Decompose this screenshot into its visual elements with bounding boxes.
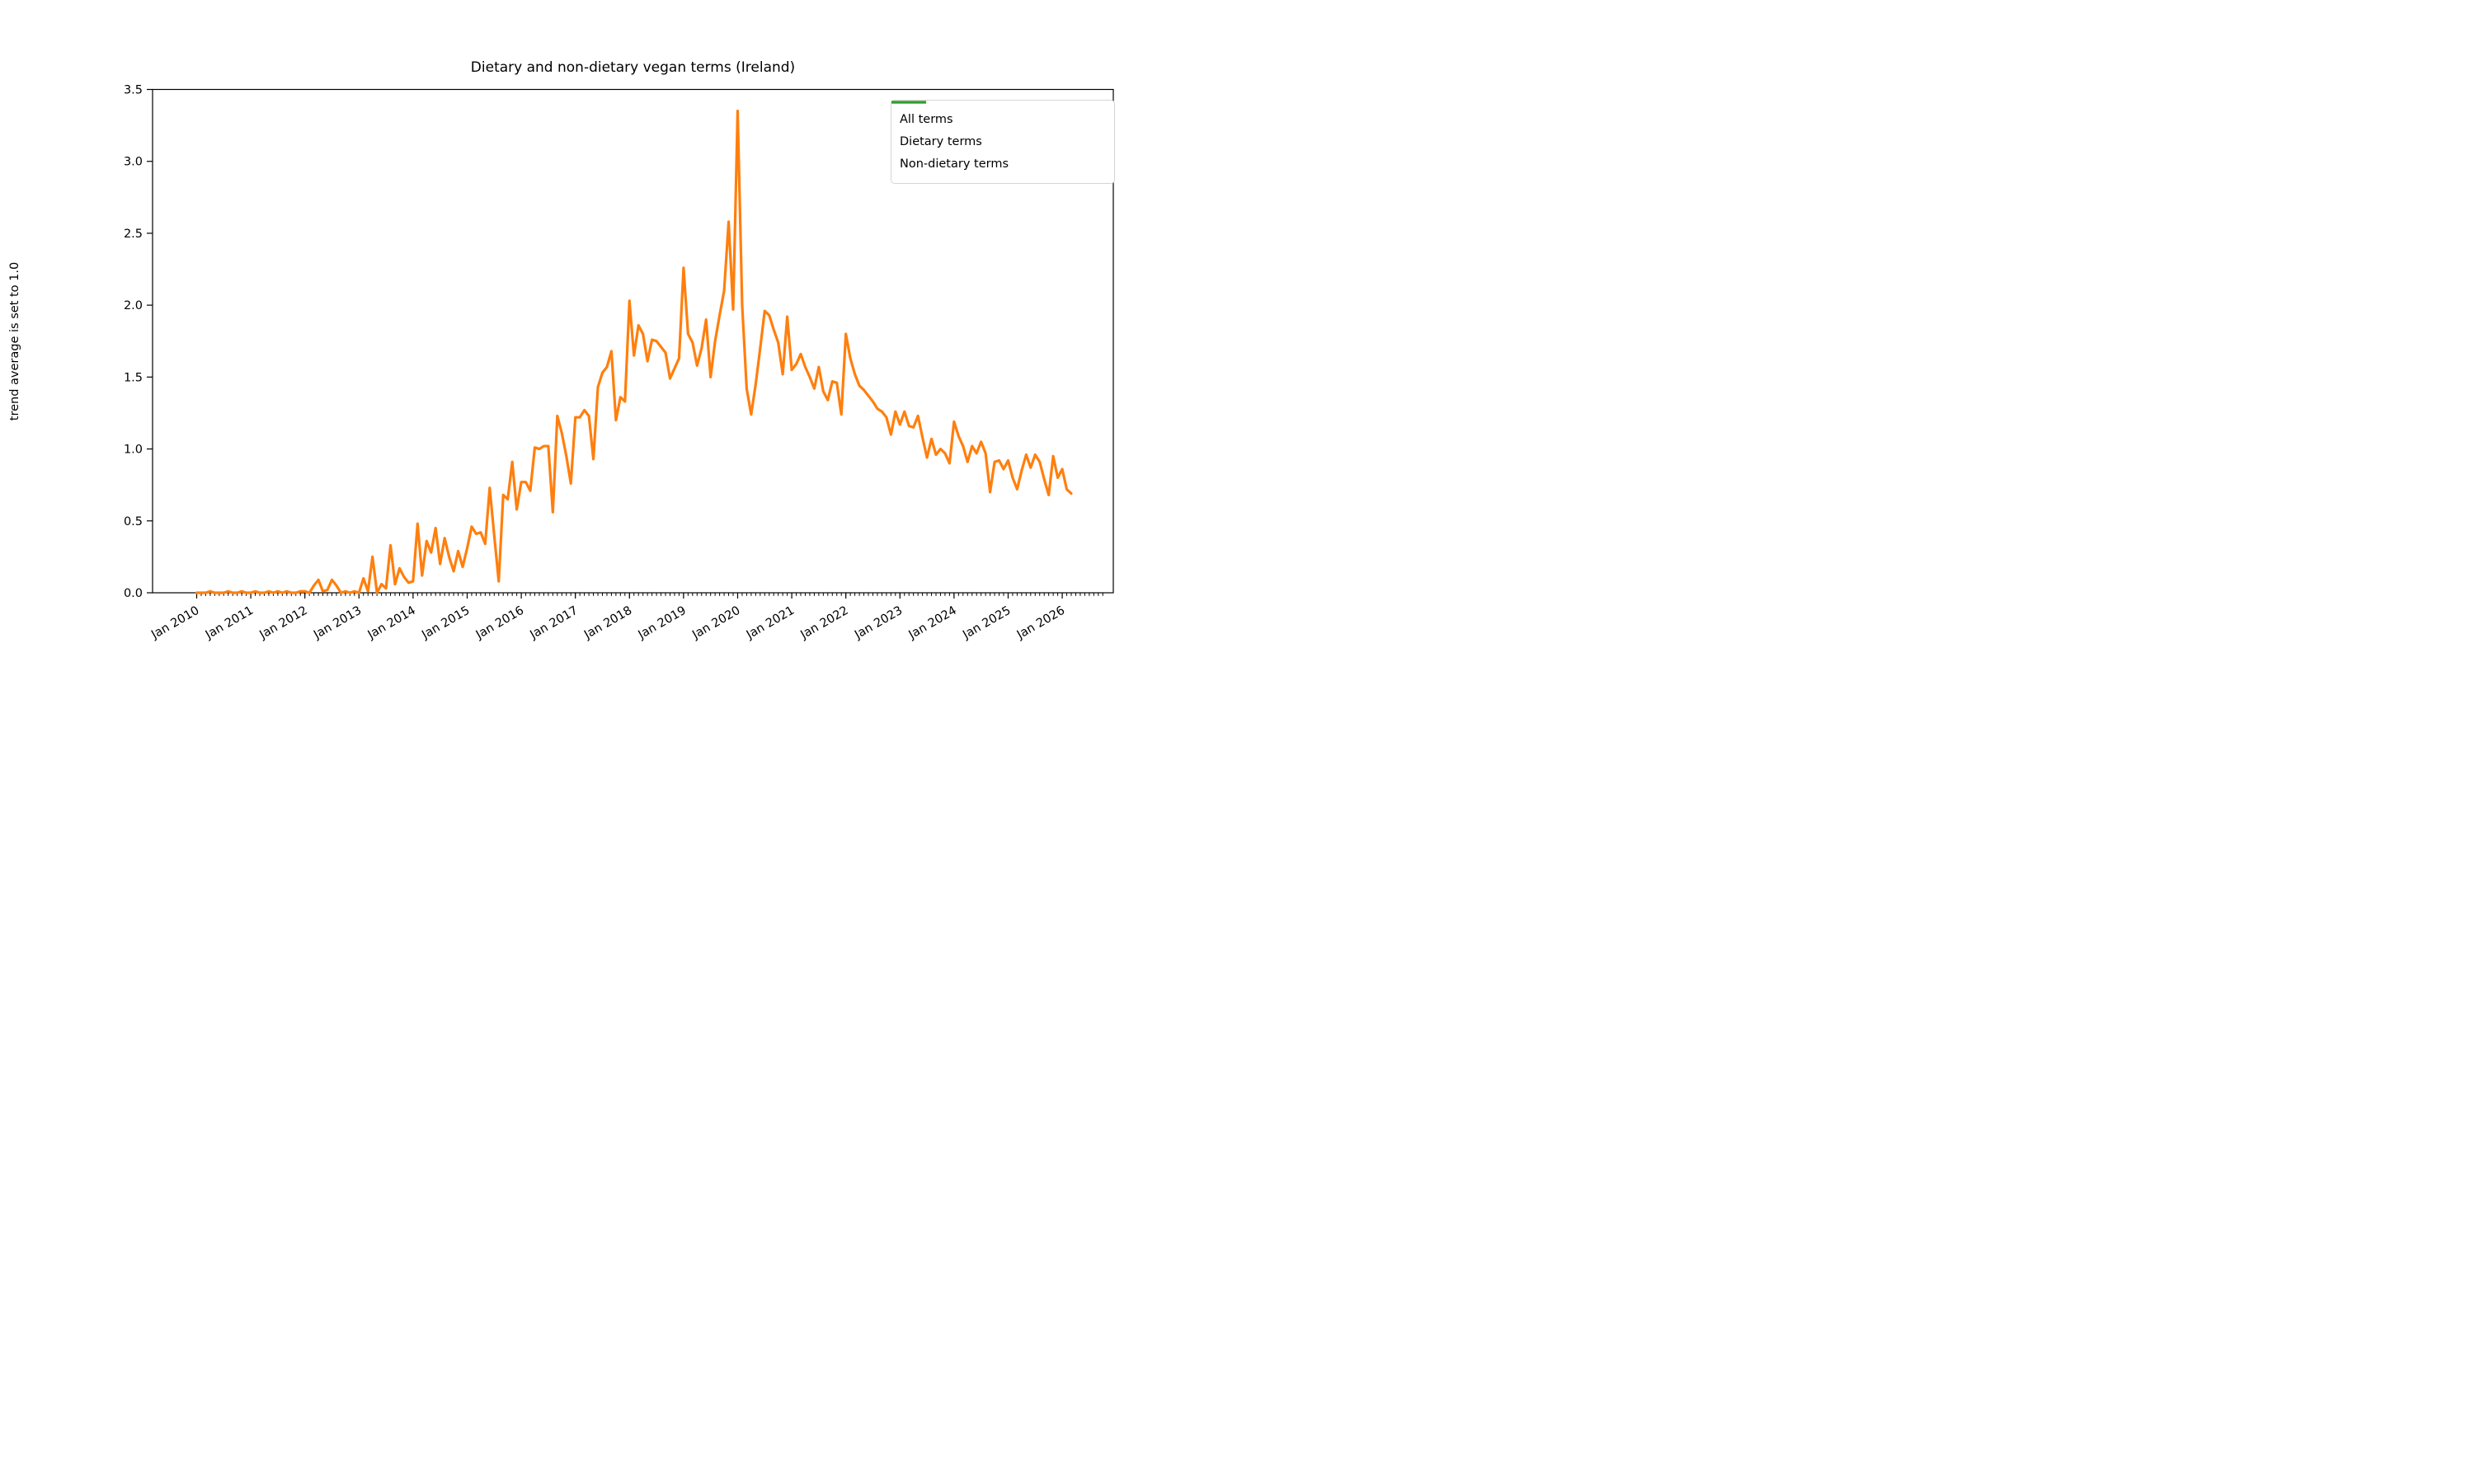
plot-frame: [152, 88, 1114, 594]
x-tick-label: Jan 2018: [581, 604, 634, 642]
x-tick-label: Jan 2014: [365, 604, 418, 642]
legend-entry-all-terms: All terms: [891, 101, 1104, 130]
legend-label: Dietary terms: [900, 134, 982, 148]
y-tick-label: 0.5: [124, 515, 143, 528]
x-tick-label: Jan 2022: [797, 604, 850, 642]
x-tick-label: Jan 2020: [689, 604, 742, 642]
x-tick-label: Jan 2026: [1014, 604, 1067, 642]
y-tick-label: 1.0: [124, 444, 143, 457]
y-tick-label: 0.0: [124, 587, 143, 600]
legend-label: All terms: [900, 112, 953, 126]
x-tick-label: Jan 2011: [203, 604, 256, 642]
x-tick-label: Jan 2019: [636, 604, 689, 642]
x-tick-label: Jan 2023: [852, 604, 905, 642]
legend-entry-non-dietary-terms: Non-dietary terms: [891, 101, 1104, 176]
x-tick-label: Jan 2024: [906, 604, 959, 642]
y-tick-label: 3.5: [124, 84, 143, 97]
series-line-dietary-terms: [195, 110, 1073, 594]
chart-title: Dietary and non-dietary vegan terms (Ire…: [470, 59, 796, 76]
y-axis-label: trend average is set to 1.0: [8, 261, 21, 421]
x-tick-label: Jan 2015: [419, 604, 472, 642]
line-chart-canvas: 0.0 0.5 1.0 1.5 2.0 2.5 3.0 3.5 Jan 2010 Jan 2011…: [124, 84, 1114, 642]
y-tick-label: 2.0: [124, 299, 143, 312]
y-tick-label: 2.5: [124, 228, 143, 241]
y-tick-label: 1.5: [124, 371, 143, 384]
x-tick-label: Jan 2021: [744, 604, 797, 642]
legend-box: All terms Dietary terms Non-dietary term…: [891, 100, 1115, 184]
x-tick-label: Jan 2012: [257, 604, 310, 642]
legend-label: Non-dietary terms: [900, 157, 1009, 171]
legend-entry-dietary-terms: Dietary terms: [891, 101, 1104, 153]
x-tick-label: Jan 2016: [473, 604, 526, 642]
x-tick-label: Jan 2017: [528, 604, 581, 642]
legend-line-solid-green-icon: [891, 101, 926, 104]
y-tick-label: 3.0: [124, 156, 143, 169]
x-tick-label: Jan 2025: [960, 604, 1013, 642]
figure: 0.0 0.5 1.0 1.5 2.0 2.5 3.0 3.5 Jan 2010 Jan 2011…: [0, 0, 1237, 742]
x-tick-label: Jan 2010: [148, 604, 201, 642]
x-tick-label: Jan 2013: [311, 604, 364, 642]
